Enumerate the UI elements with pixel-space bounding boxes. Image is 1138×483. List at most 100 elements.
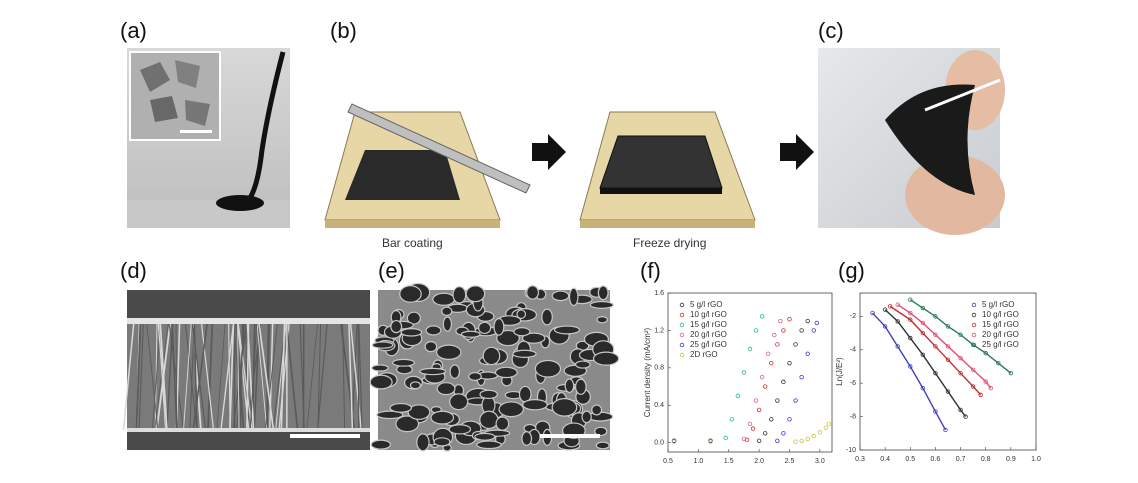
x-tick-label: 0.6: [931, 456, 941, 463]
x-tick-label: 0.9: [1006, 456, 1016, 463]
data-point: [818, 431, 822, 435]
data-point: [812, 329, 816, 333]
texture: [434, 438, 450, 446]
data-point: [812, 434, 816, 438]
x-tick-label: 0.8: [981, 456, 991, 463]
x-tick-label: 1.5: [724, 458, 734, 465]
sem-image-e: [370, 283, 618, 450]
data-point: [806, 437, 810, 441]
y-axis-label: Current density (mA/cm²): [643, 327, 652, 417]
data-point: [766, 352, 770, 356]
texture: [576, 379, 587, 394]
texture: [598, 286, 608, 300]
data-point: [724, 436, 728, 440]
data-point: [964, 415, 968, 419]
texture: [592, 405, 602, 415]
y-tick-label: -2: [850, 313, 856, 320]
texture: [401, 329, 421, 336]
panel-label: (e): [378, 258, 405, 283]
sem-image-d: [123, 290, 370, 450]
texture: [475, 433, 495, 440]
y-axis-label: Ln(J/E²): [835, 357, 844, 386]
data-point: [772, 333, 776, 337]
legend-label: 25 g/l rGO: [690, 340, 727, 349]
texture: [370, 375, 392, 389]
texture: [527, 286, 539, 299]
data-point: [815, 321, 819, 325]
x-tick-label: 0.5: [905, 456, 915, 463]
legend-label: 10 g/l rGO: [982, 310, 1019, 319]
texture: [576, 361, 591, 368]
panel-label: (d): [120, 258, 147, 283]
panel-label: (a): [120, 18, 147, 43]
legend-label: 15 g/l rGO: [690, 320, 727, 329]
data-point: [800, 329, 804, 333]
data-point: [794, 343, 798, 347]
legend-label: 25 g/l rGO: [982, 340, 1019, 349]
legend-marker: [680, 353, 684, 357]
fit-line: [890, 306, 981, 395]
x-tick-label: 2.5: [785, 458, 795, 465]
legend-marker: [680, 323, 684, 327]
y-tick-label: 0.0: [654, 439, 664, 446]
data-point: [806, 352, 810, 356]
data-point: [800, 375, 804, 379]
panel-label: (g): [838, 258, 865, 283]
texture: [597, 317, 607, 323]
texture: [127, 318, 370, 324]
texture: [437, 383, 455, 395]
x-tick-label: 3.0: [815, 458, 825, 465]
data-point: [824, 426, 828, 430]
data-point: [751, 427, 755, 431]
legend-label: 15 g/l rGO: [982, 320, 1019, 329]
texture: [449, 425, 470, 434]
texture: [410, 382, 420, 389]
y-tick-label: -6: [850, 380, 856, 387]
data-point: [736, 394, 740, 398]
texture: [565, 379, 574, 392]
legend-marker: [972, 313, 976, 317]
texture: [417, 434, 429, 451]
data-point: [730, 417, 734, 421]
texture: [542, 309, 552, 325]
data-point: [776, 439, 780, 443]
legend-marker: [680, 333, 684, 337]
photo-c: [818, 48, 1005, 235]
legend-marker: [972, 303, 976, 307]
legend-marker: [972, 323, 976, 327]
y-tick-label: 1.2: [654, 327, 664, 334]
texture: [494, 319, 504, 335]
texture: [569, 288, 578, 305]
data-point: [776, 343, 780, 347]
y-tick-label: 0.4: [654, 402, 664, 409]
data-point: [754, 329, 758, 333]
data-point: [800, 439, 804, 443]
texture: [495, 367, 517, 377]
texture: [425, 342, 437, 352]
data-point: [794, 399, 798, 403]
data-point: [763, 385, 767, 389]
texture: [594, 352, 619, 365]
x-tick-label: 1.0: [694, 458, 704, 465]
texture: [522, 432, 532, 446]
legend-marker: [680, 343, 684, 347]
texture: [552, 291, 568, 301]
data-point: [782, 431, 786, 435]
legend-label: 20 g/l rGO: [982, 330, 1019, 339]
step-caption: Freeze drying: [633, 236, 706, 250]
legend-label: 5 g/l rGO: [690, 300, 722, 309]
data-point: [788, 361, 792, 365]
texture: [393, 359, 415, 366]
texture: [523, 400, 547, 410]
texture: [514, 328, 530, 336]
data-point: [782, 329, 786, 333]
texture: [552, 399, 577, 416]
texture: [582, 411, 591, 423]
data-point: [989, 386, 993, 390]
legend-label: 2D rGO: [690, 350, 718, 359]
y-tick-label: 1.6: [654, 290, 664, 297]
texture: [433, 293, 455, 305]
data-point: [782, 380, 786, 384]
texture: [466, 286, 484, 302]
